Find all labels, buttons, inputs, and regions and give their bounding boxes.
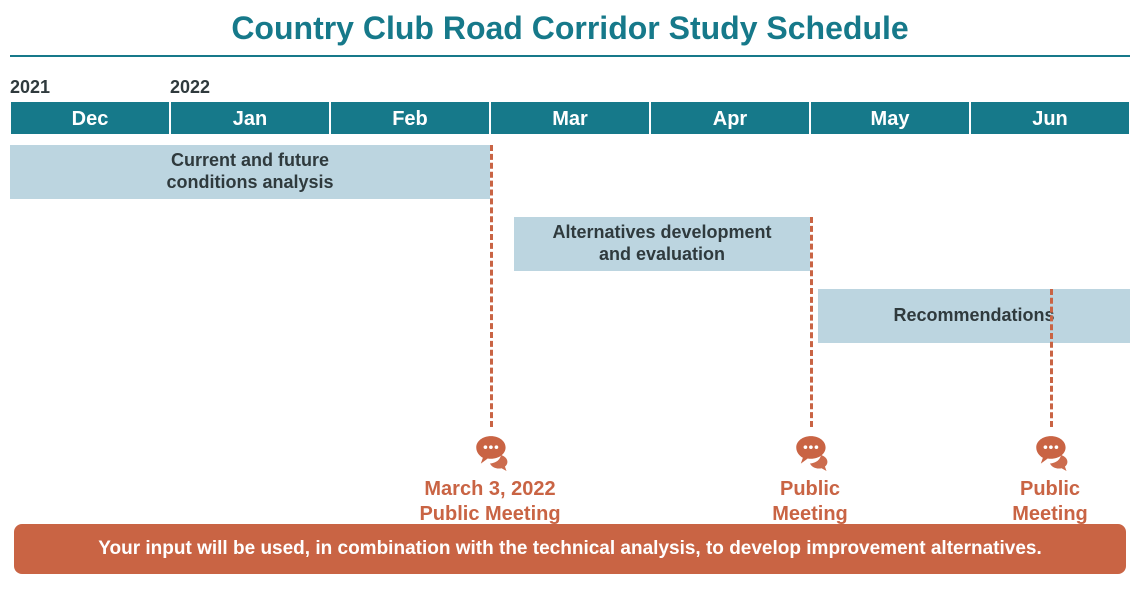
title-divider [10, 55, 1130, 57]
months-row: DecJanFebMarAprMayJun [10, 101, 1130, 135]
phase-bar: Recommendations [818, 289, 1130, 343]
milestone-line [490, 145, 493, 427]
month-cell: May [811, 102, 971, 134]
milestone-label: PublicMeeting [1012, 477, 1088, 527]
chat-icon [1028, 427, 1072, 471]
chat-icon [788, 427, 832, 471]
month-cell: Jun [971, 102, 1129, 134]
month-cell: Apr [651, 102, 811, 134]
milestone-line [1050, 289, 1053, 427]
year-label: 2022 [170, 77, 210, 98]
milestone-label: PublicMeeting [772, 477, 848, 527]
milestone-label: March 3, 2022Public Meeting [419, 477, 560, 527]
month-cell: Feb [331, 102, 491, 134]
page-title: Country Club Road Corridor Study Schedul… [0, 0, 1140, 55]
month-cell: Dec [11, 102, 171, 134]
month-cell: Mar [491, 102, 651, 134]
phase-bar: Current and futureconditions analysis [10, 145, 490, 199]
chat-icon [468, 427, 512, 471]
month-cell: Jan [171, 102, 331, 134]
milestone-line [810, 217, 813, 427]
footer-banner: Your input will be used, in combination … [14, 524, 1126, 574]
timeline: 2021 2022 DecJanFebMarAprMayJun Current a… [10, 77, 1130, 477]
phase-bar: Alternatives developmentand evaluation [514, 217, 810, 271]
year-labels-row: 2021 2022 [10, 77, 1130, 101]
phase-bars-area: Current and futureconditions analysis Alt… [10, 145, 1130, 355]
year-label: 2021 [10, 77, 50, 98]
